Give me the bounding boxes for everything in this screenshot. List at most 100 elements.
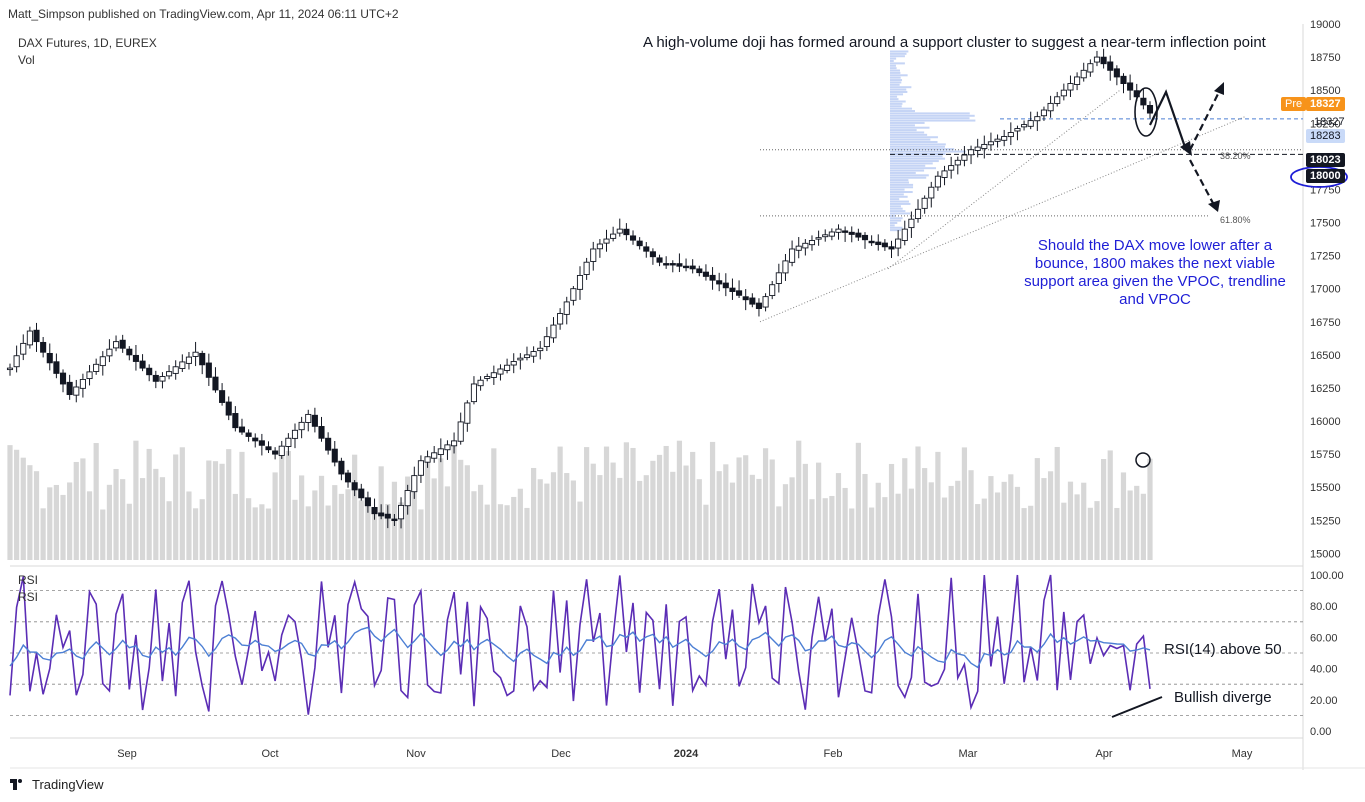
volume-bar — [7, 445, 13, 560]
volume-bar — [53, 484, 59, 560]
candle-body — [649, 251, 656, 258]
candle-body — [6, 367, 14, 371]
candle-body — [199, 352, 206, 366]
volume-bar — [630, 447, 636, 560]
volume-bar — [796, 440, 802, 560]
volume-bar — [902, 458, 908, 560]
volume-bar — [544, 483, 550, 560]
candle-body — [477, 379, 484, 387]
volume-bar — [1061, 502, 1067, 560]
candle-body — [954, 159, 961, 166]
candle-body — [1001, 136, 1008, 141]
fib-382-label: 38.20% — [1220, 151, 1251, 161]
candle-body — [437, 448, 444, 456]
candle-body — [305, 413, 312, 423]
volume-bar — [869, 507, 875, 560]
rsi-tick-label: 80.00 — [1310, 601, 1338, 613]
volume-bar — [1047, 471, 1054, 560]
trendline-lower — [759, 116, 1246, 323]
volume-profile-bar — [890, 93, 904, 96]
candle-body — [417, 460, 424, 476]
symbol-legend: DAX Futures, 1D, EUREX — [18, 36, 157, 50]
volume-bar — [424, 457, 431, 560]
volume-profile-bar — [890, 74, 908, 77]
volume-bar — [941, 497, 948, 560]
circled-value-tag: 18000 — [1306, 169, 1345, 183]
candle-body — [265, 446, 272, 451]
candle-body — [682, 265, 690, 269]
candle-body — [596, 243, 603, 250]
volume-bar — [835, 473, 842, 560]
volume-bar — [438, 458, 444, 560]
blue-value-tag: 18283 — [1306, 129, 1345, 143]
candle-body — [106, 348, 113, 357]
volume-bar — [458, 459, 464, 560]
volume-bar — [849, 508, 855, 560]
volume-profile-bar — [890, 79, 903, 82]
candle-body — [895, 238, 902, 249]
candle-body — [444, 444, 451, 451]
candle-body — [384, 513, 391, 519]
candle-body — [285, 437, 292, 447]
volume-profile-bar — [890, 148, 955, 151]
volume-bar — [537, 479, 543, 560]
volume-bar — [80, 458, 86, 560]
candle-body — [663, 263, 670, 266]
volume-bar — [338, 493, 344, 560]
volume-profile-bar — [890, 131, 925, 134]
volume-bar — [888, 463, 895, 560]
candle-body — [742, 296, 749, 301]
candle-body — [298, 421, 305, 431]
time-tick-label: Apr — [1095, 748, 1112, 760]
rsi-tick-label: 0.00 — [1310, 726, 1331, 738]
volume-bar — [345, 489, 351, 560]
volume-bar — [1147, 458, 1153, 560]
candle-body — [1034, 116, 1041, 122]
volume-profile-bar — [890, 155, 943, 158]
volume-bar — [716, 471, 722, 560]
volume-profile-bar — [890, 212, 911, 215]
annotation-divergence: Bullish diverge — [1174, 689, 1272, 706]
candle-body — [1047, 102, 1054, 112]
candle-body — [981, 143, 988, 149]
last-value-tag: 18327 — [1314, 116, 1345, 128]
candle-body — [974, 146, 981, 151]
volume-profile-bar — [890, 83, 900, 86]
volume-bar — [405, 476, 411, 560]
volume-bar — [1067, 481, 1074, 560]
volume-bar — [842, 487, 848, 560]
tradingview-logo[interactable]: TradingView — [10, 777, 104, 792]
candle-body — [994, 138, 1001, 142]
volume-bar — [557, 446, 563, 560]
volume-bar — [100, 509, 106, 560]
candle-body — [53, 361, 60, 374]
volume-profile-bar — [890, 193, 904, 196]
volume-bar — [584, 447, 590, 560]
volume-profile-bar — [890, 81, 902, 84]
volume-bar — [305, 506, 311, 560]
volume-bar — [371, 509, 378, 560]
rsi-fast-line — [9, 574, 1151, 715]
price-tick-label: 15000 — [1310, 548, 1341, 560]
candle-body — [484, 376, 491, 379]
volume-profile-bar — [890, 200, 909, 203]
volume-bar — [935, 451, 941, 560]
volume-bar — [1021, 508, 1027, 560]
volume-bar — [179, 447, 185, 560]
volume-bar — [736, 457, 742, 560]
volume-bar — [1054, 446, 1060, 560]
volume-bar — [590, 463, 596, 560]
candle-body — [934, 175, 941, 188]
volume-circle-marker — [1135, 452, 1151, 468]
volume-bar — [246, 498, 252, 560]
candle-body — [179, 361, 186, 369]
volume-bar — [352, 454, 358, 560]
volume-bar — [497, 504, 504, 560]
candle-body — [146, 367, 153, 376]
price-tick-label: 15750 — [1310, 449, 1341, 461]
publisher-header: Matt_Simpson published on TradingView.co… — [8, 7, 399, 21]
candle-body — [762, 296, 769, 308]
candle-body — [1113, 68, 1120, 78]
volume-profile-bar — [890, 114, 975, 117]
